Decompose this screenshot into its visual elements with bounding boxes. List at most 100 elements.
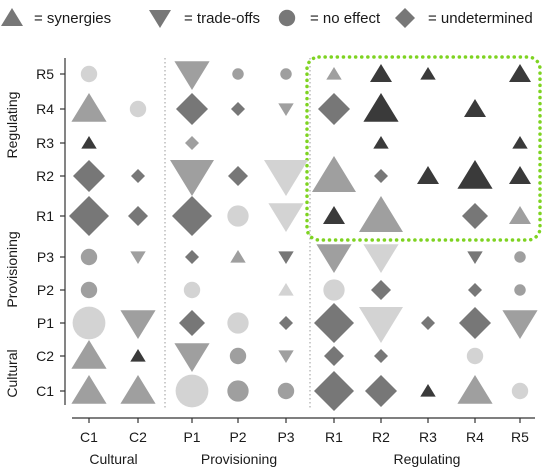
marker-R3-P1-diamond — [421, 316, 435, 330]
legend-item-synergies: = synergies — [1, 8, 111, 27]
marker-P1-P2-circle — [183, 281, 201, 299]
marker-P3-R5-circle — [280, 68, 292, 80]
marker-R5-R2-tri-up — [509, 166, 531, 184]
legend: = synergies = trade-offs = no effect = u… — [1, 8, 533, 28]
regulating-highlight-box — [305, 55, 542, 242]
highlight-dotted-rectangle — [305, 55, 542, 242]
marker-C1-R1-diamond — [69, 196, 109, 236]
marker-P2-R1-circle — [227, 205, 249, 227]
marker-R4-P3-tri-down — [467, 251, 483, 264]
x-tick-label-R2: R2 — [372, 429, 390, 445]
marker-C1-R3-tri-up — [81, 136, 97, 149]
marker-R1-R4-diamond — [318, 93, 350, 125]
marker-R2-P1-tri-down — [359, 307, 403, 343]
x-group-label-provisioning: Provisioning — [201, 451, 277, 467]
x-tick-label-C2: C2 — [129, 429, 147, 445]
y-group-labels: Cultural Provisioning Regulating — [4, 92, 20, 398]
marker-C2-R1-diamond — [128, 206, 148, 226]
x-group-label-cultural: Cultural — [89, 451, 137, 467]
group-separators — [164, 58, 311, 410]
marker-R4-C2-circle — [466, 347, 484, 365]
undetermined-diamond-icon-shape — [395, 8, 415, 28]
marker-C2-P3-tri-down — [130, 251, 146, 264]
no-effect-circle-icon — [278, 9, 296, 27]
marker-R2-P3-tri-down — [363, 244, 399, 273]
marker-C1-P1-circle — [72, 306, 106, 340]
y-tick-label-R5: R5 — [36, 66, 54, 82]
marker-R1-C1-diamond — [314, 371, 354, 411]
y-group-label-cultural: Cultural — [4, 349, 20, 397]
marker-P1-R4-diamond — [176, 93, 208, 125]
marker-R1-P2-circle — [323, 279, 345, 301]
undetermined-diamond-icon — [395, 8, 415, 28]
marker-R5-P1-tri-down — [502, 310, 538, 339]
legend-label-synergies: = synergies — [34, 10, 111, 27]
marker-R3-C1-tri-up — [420, 384, 436, 397]
marker-R3-R2-tri-up — [417, 166, 439, 184]
legend-item-undetermined: = undetermined — [395, 8, 533, 28]
marker-R2-P2-diamond — [371, 280, 391, 300]
marker-R4-R1-diamond — [462, 203, 488, 229]
marker-C1-C2-tri-up — [71, 340, 107, 369]
marker-P1-C2-tri-down — [174, 343, 210, 372]
legend-label-undetermined: = undetermined — [428, 10, 533, 27]
marker-P3-C2-tri-down — [278, 350, 294, 363]
y-tick-label-C2: C2 — [36, 348, 54, 364]
y-tick-label-R2: R2 — [36, 168, 54, 184]
y-tick-labels: C1 C2 P1 P2 P3 R1 R2 R3 R4 R5 — [36, 66, 54, 399]
legend-item-no-effect: = no effect — [278, 9, 381, 27]
x-tick-label-R5: R5 — [511, 429, 529, 445]
y-tick-label-R1: R1 — [36, 208, 54, 224]
marker-R5-R5-tri-up — [509, 64, 531, 82]
marker-C1-P2-circle — [80, 281, 98, 299]
x-tick-label-C1: C1 — [80, 429, 98, 445]
marker-R2-R2-diamond — [374, 169, 388, 183]
marker-C1-C1-tri-up — [71, 375, 107, 404]
marker-R1-R2-tri-up — [312, 156, 356, 192]
marker-R4-P1-diamond — [459, 307, 491, 339]
marker-C2-R4-circle — [129, 100, 147, 118]
marker-R4-R2-tri-up — [457, 160, 493, 189]
marker-P3-P2-tri-up — [278, 283, 294, 296]
marker-C2-R2-diamond — [131, 169, 145, 183]
marker-C1-R4-tri-up — [71, 93, 107, 122]
marker-P3-R2-tri-down — [264, 160, 308, 196]
axes — [60, 58, 535, 423]
marker-P3-P1-diamond — [279, 316, 293, 330]
marker-R5-C1-circle — [511, 382, 529, 400]
x-tick-labels: C1 C2 P1 P2 P3 R1 R2 R3 R4 R5 — [80, 429, 529, 445]
marker-R1-R5-tri-up — [326, 67, 342, 80]
marker-P2-C1-circle — [227, 380, 249, 402]
no-effect-circle-icon-shape — [278, 9, 296, 27]
x-tick-label-P3: P3 — [277, 429, 294, 445]
marker-P2-R5-circle — [232, 68, 244, 80]
x-group-labels: Cultural Provisioning Regulating — [89, 451, 460, 467]
marker-P1-R5-tri-down — [174, 61, 210, 90]
y-group-label-regulating: Regulating — [4, 92, 20, 159]
x-tick-label-P1: P1 — [183, 429, 200, 445]
x-tick-label-R4: R4 — [466, 429, 484, 445]
y-tick-label-C1: C1 — [36, 383, 54, 399]
marker-P1-C1-circle — [175, 374, 209, 408]
y-group-label-provisioning: Provisioning — [4, 231, 20, 307]
marker-R5-R3-tri-up — [512, 136, 528, 149]
marker-R2-R3-tri-up — [373, 136, 389, 149]
marker-C2-C1-tri-up — [120, 375, 156, 404]
legend-item-trade-offs: = trade-offs — [149, 10, 260, 28]
y-tick-label-P1: P1 — [37, 315, 54, 331]
marker-P1-R1-diamond — [172, 196, 212, 236]
marker-P1-P1-diamond — [179, 310, 205, 336]
marker-C1-R2-diamond — [73, 160, 105, 192]
marker-P3-R4-tri-down — [278, 103, 294, 116]
trade-offs-triangle-icon — [149, 10, 171, 28]
y-tick-label-R3: R3 — [36, 135, 54, 151]
marker-R1-P3-tri-down — [316, 244, 352, 273]
marker-R3-R5-tri-up — [420, 67, 436, 80]
marker-C1-P3-circle — [80, 248, 98, 266]
marker-R2-C2-diamond — [374, 349, 388, 363]
marker-P2-P3-tri-up — [230, 250, 246, 263]
marker-P3-P3-tri-down — [278, 251, 294, 264]
marker-P3-R1-tri-down — [268, 203, 304, 232]
marker-P2-R2-diamond — [228, 166, 248, 186]
